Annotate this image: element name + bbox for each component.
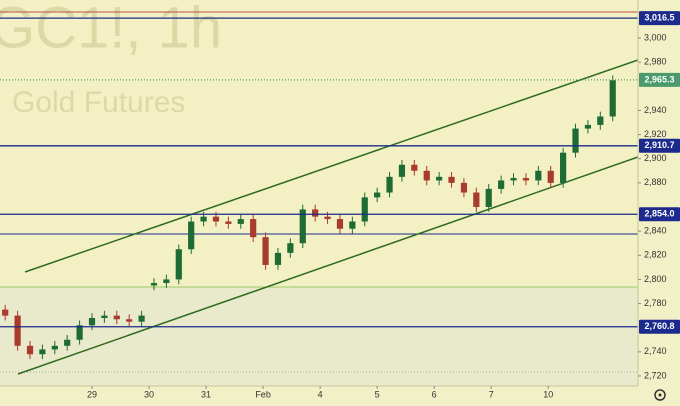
candle-body	[113, 315, 120, 320]
settings-icon-center	[658, 393, 662, 397]
candle-body	[361, 197, 368, 222]
price-tag-label: 2,854.0	[644, 209, 674, 219]
y-tick-label: 2,820	[644, 250, 667, 260]
price-tag	[639, 138, 680, 153]
candle-body	[349, 221, 356, 229]
candle-body	[138, 315, 145, 322]
candle-body	[522, 178, 530, 181]
candle-body	[2, 309, 9, 316]
y-tick-label: 2,780	[644, 298, 667, 308]
price-axis	[638, 0, 680, 406]
candles	[0, 17, 638, 360]
candle-body	[51, 345, 58, 350]
x-tick-label: 7	[489, 389, 494, 399]
candle-body	[386, 176, 393, 193]
candle-body	[572, 128, 579, 153]
candle-body	[225, 221, 232, 224]
candle-body	[175, 249, 182, 280]
candle-body	[250, 219, 257, 238]
y-tick-label: 2,880	[644, 177, 667, 187]
candle-body	[498, 180, 505, 189]
price-tag-label: 2,965.3	[644, 74, 674, 84]
price-tag-label: 2,910.7	[644, 140, 674, 150]
time-axis	[0, 386, 638, 406]
candle-body	[411, 164, 418, 171]
watermark: GC1!, 1h Gold Futures	[0, 0, 222, 119]
x-tick-label: 31	[201, 389, 211, 399]
candle-body	[39, 349, 46, 355]
settings-button[interactable]	[654, 389, 666, 401]
candle-body	[473, 192, 480, 208]
y-tick-label: 2,900	[644, 153, 667, 163]
y-tick-label: 2,920	[644, 129, 667, 139]
candle-body	[126, 319, 133, 322]
candle-body	[14, 315, 21, 346]
candle-body	[597, 116, 604, 125]
candle-body	[324, 216, 331, 220]
x-tick-label: 4	[318, 389, 323, 399]
y-tick-label: 3,000	[644, 32, 667, 42]
x-tick-label: 30	[144, 389, 154, 399]
channel-lower	[17, 156, 639, 375]
x-tick-label: 5	[375, 389, 380, 399]
y-tick-label: 2,720	[644, 370, 667, 380]
y-tick-label: 2,740	[644, 346, 667, 356]
candle-body	[26, 345, 34, 355]
y-tick-label: 2,800	[644, 274, 667, 284]
candle-body	[584, 124, 592, 129]
price-tag-label: 3,016.5	[644, 12, 674, 22]
axes: 3,000 2,980 2,940 2,920 2,900 2,880 2,840 2,820…	[87, 11, 680, 399]
candle-body	[312, 209, 319, 217]
candle-body	[237, 219, 244, 224]
candle-body	[299, 209, 306, 244]
candle-body	[200, 216, 207, 222]
candle-body	[374, 192, 381, 198]
candle-body	[150, 283, 158, 286]
candle-body	[436, 176, 443, 181]
candle-body	[212, 216, 220, 222]
y-tick-label: 2,840	[644, 226, 667, 236]
y-tick-label: 2,940	[644, 105, 667, 115]
channel-upper	[24, 59, 639, 273]
x-tick-label: 29	[87, 389, 97, 399]
price-tag	[639, 319, 680, 334]
watermark-subtitle: Gold Futures	[12, 86, 185, 119]
candle-body	[609, 80, 616, 117]
lower-zone	[0, 287, 638, 386]
price-tag	[639, 207, 680, 222]
x-tick-label: 6	[432, 389, 437, 399]
candle-body	[510, 178, 517, 181]
price-tag-label: 2,760.8	[644, 321, 674, 331]
price-tag	[639, 72, 680, 87]
candle-body	[188, 221, 195, 250]
candle-body	[64, 339, 71, 346]
candle-body	[423, 170, 430, 181]
candle-body	[448, 176, 455, 183]
watermark-title: GC1!, 1h	[0, 0, 222, 60]
settings-icon[interactable]	[654, 389, 666, 401]
candle-body	[88, 318, 96, 326]
price-tag	[639, 11, 680, 26]
candle-body	[101, 315, 108, 319]
y-tick-label: 2,980	[644, 57, 667, 67]
candle-body	[262, 237, 269, 265]
candle-body	[547, 170, 554, 183]
x-tick-label: 10	[543, 389, 553, 399]
candle-body	[398, 164, 406, 177]
candle-body	[336, 219, 344, 229]
candle-body	[274, 252, 282, 265]
candle-body	[560, 152, 567, 183]
candle-body	[485, 188, 492, 208]
x-tick-label: Feb	[255, 389, 271, 399]
candle-body	[76, 325, 83, 340]
candle-body	[163, 279, 170, 284]
candle-body	[535, 170, 542, 181]
candle-body	[460, 182, 468, 193]
candle-body	[287, 243, 294, 253]
